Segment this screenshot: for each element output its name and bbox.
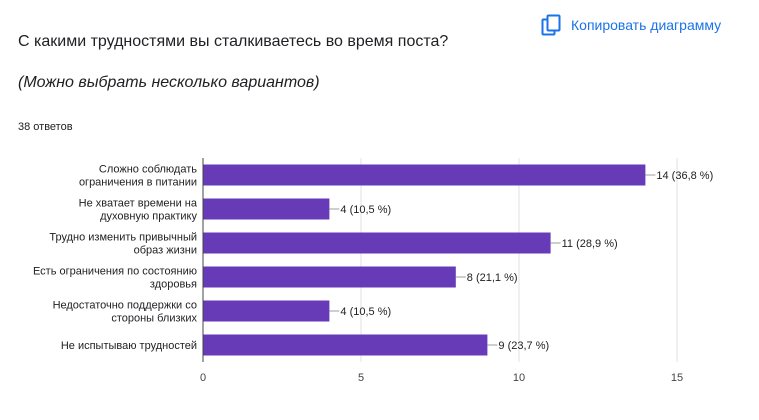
- x-tick-label: 0: [200, 372, 206, 384]
- category-label: Есть ограничения по состоянию: [33, 266, 197, 278]
- data-label: 4 (10,5 %): [340, 204, 391, 216]
- copy-icon: [541, 14, 561, 36]
- x-tick-label: 10: [513, 372, 525, 384]
- category-label: Не хватает времени на: [79, 198, 198, 210]
- category-label: стороны близких: [111, 313, 197, 325]
- category-label: Сложно соблюдать: [99, 164, 197, 176]
- x-tick-label: 15: [671, 372, 683, 384]
- data-label: 11 (28,9 %): [562, 238, 618, 250]
- copy-chart-label: Копировать диаграмму: [571, 17, 722, 33]
- data-label: 8 (21,1 %): [467, 272, 518, 284]
- x-tick-label: 5: [358, 372, 364, 384]
- category-label: Недостаточно поддержки со: [53, 300, 197, 312]
- data-label: 14 (36,8 %): [656, 170, 713, 182]
- bar: [203, 232, 551, 254]
- question-subtitle: (Можно выбрать несколько вариантов): [18, 74, 320, 91]
- data-label: 9 (23,7 %): [498, 340, 549, 352]
- data-label: 4 (10,5 %): [340, 306, 391, 318]
- category-label: образ жизни: [134, 245, 197, 257]
- category-label: здоровья: [150, 279, 197, 291]
- bar: [203, 198, 330, 220]
- bar: [203, 334, 488, 356]
- category-label: Трудно изменить привычный: [49, 232, 197, 244]
- category-label: ограничения в питании: [79, 177, 197, 189]
- question-title: С какими трудностями вы сталкиваетесь во…: [18, 33, 449, 50]
- category-label: Не испытываю трудностей: [61, 340, 197, 352]
- bar: [203, 266, 456, 288]
- bar: [203, 164, 646, 186]
- bar: [203, 300, 330, 322]
- category-label: духовную практику: [100, 211, 197, 223]
- copy-chart-button[interactable]: Копировать диаграмму: [541, 14, 721, 36]
- response-count: 38 ответов: [18, 121, 73, 133]
